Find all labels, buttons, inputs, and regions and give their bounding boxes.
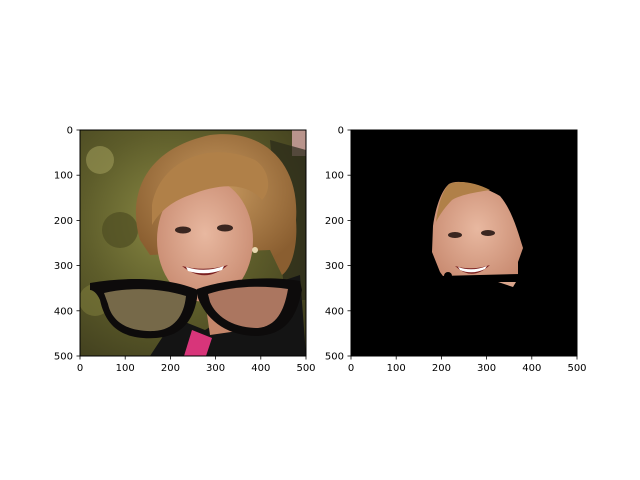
right-x-tick-label: 300 bbox=[477, 363, 496, 374]
left-y-tick-label: 500 bbox=[54, 352, 73, 363]
right-axis-ticks: 0 100 200 300 400 500 0 100 200 300 400 500 bbox=[325, 126, 587, 375]
right-x-tick-label: 200 bbox=[432, 363, 451, 374]
right-y-tick-label: 200 bbox=[325, 216, 344, 227]
left-x-tick-label: 100 bbox=[116, 363, 135, 374]
right-y-tick-label: 500 bbox=[325, 352, 344, 363]
right-x-tick-label: 0 bbox=[348, 363, 354, 374]
left-axes-frame bbox=[79, 129, 307, 357]
right-x-tick-label: 100 bbox=[387, 363, 406, 374]
left-axis-ticks: 0 100 200 300 400 500 0 100 200 300 400 500 bbox=[54, 126, 316, 375]
left-x-tick-label: 200 bbox=[161, 363, 180, 374]
face bbox=[157, 178, 253, 302]
left-image bbox=[80, 130, 306, 356]
left-x-tick-label: 300 bbox=[206, 363, 225, 374]
left-x-tick-label: 500 bbox=[296, 363, 315, 374]
left-y-tick-label: 100 bbox=[54, 171, 73, 182]
right-y-tick-label: 400 bbox=[325, 306, 344, 317]
left-y-tick-label: 300 bbox=[54, 261, 73, 272]
right-y-tick-label: 300 bbox=[325, 261, 344, 272]
left-x-tick-label: 400 bbox=[251, 363, 270, 374]
right-x-tick-label: 500 bbox=[567, 363, 586, 374]
left-y-tick-label: 200 bbox=[54, 216, 73, 227]
right-axes-frame bbox=[350, 129, 578, 357]
segmented-face bbox=[432, 181, 523, 286]
left-x-tick-label: 0 bbox=[77, 363, 83, 374]
right-image bbox=[351, 130, 577, 356]
right-y-tick-label: 100 bbox=[325, 171, 344, 182]
left-y-tick-label: 400 bbox=[54, 306, 73, 317]
left-y-tick-label: 0 bbox=[67, 126, 73, 137]
shirt bbox=[184, 330, 212, 356]
right-y-tick-label: 0 bbox=[338, 126, 344, 137]
right-x-tick-label: 400 bbox=[522, 363, 541, 374]
